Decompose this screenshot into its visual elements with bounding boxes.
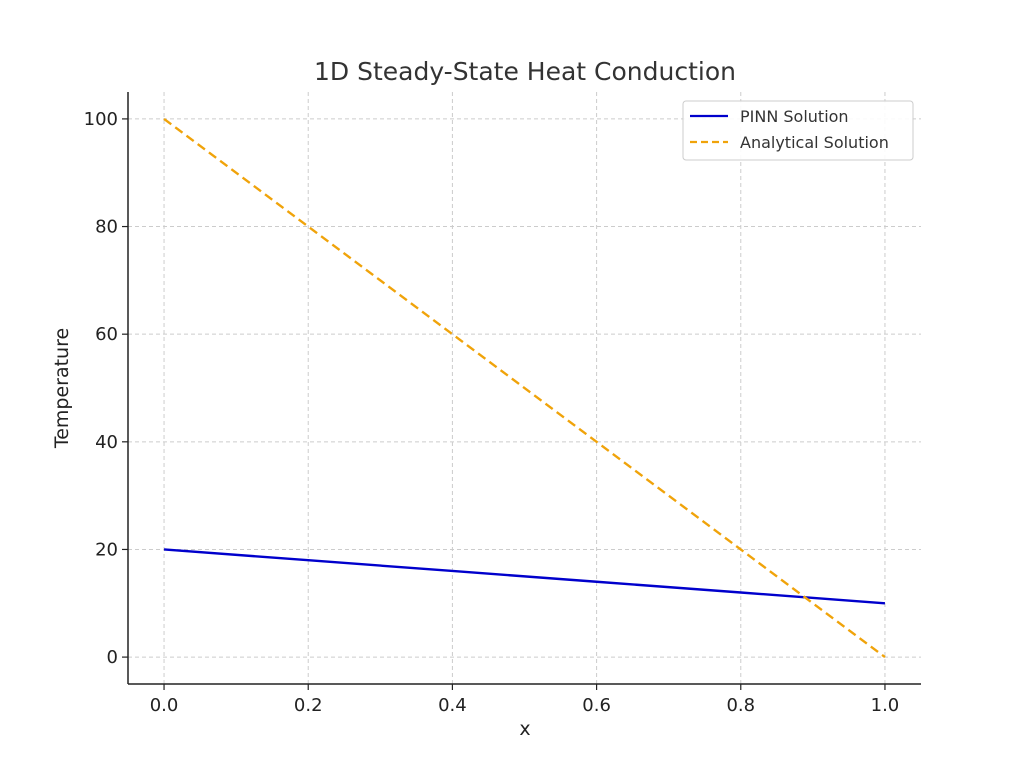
- x-tick-label: 0.6: [582, 695, 611, 716]
- legend: PINN Solution Analytical Solution: [682, 100, 914, 161]
- y-tick-label: 80: [95, 217, 118, 238]
- series-group: [163, 117, 886, 659]
- x-tick-label: 0.8: [726, 695, 755, 716]
- y-tick-label: 60: [95, 324, 118, 345]
- y-tick-label: 20: [95, 539, 118, 560]
- y-axis-label: Temperature: [51, 328, 73, 449]
- y-tick-label: 0: [107, 647, 118, 668]
- chart-title: 1D Steady-State Heat Conduction: [314, 57, 736, 86]
- legend-label-pinn: PINN Solution: [740, 107, 849, 126]
- legend-frame: [682, 100, 914, 161]
- tick-labels: 0.0 0.2 0.4 0.6 0.8 1.0 0 20 40 60 80 100: [84, 109, 900, 716]
- legend-label-analytical: Analytical Solution: [740, 133, 889, 152]
- x-tick-label: 0.4: [438, 695, 467, 716]
- x-axis-label: x: [519, 718, 530, 740]
- y-tick-label: 40: [95, 432, 118, 453]
- x-tick-label: 0.2: [294, 695, 323, 716]
- axes: [122, 92, 921, 690]
- series-line-analytical: [163, 117, 886, 659]
- x-tick-label: 0.0: [150, 695, 179, 716]
- y-tick-label: 100: [84, 109, 118, 130]
- series-line-pinn: [163, 548, 886, 605]
- x-tick-label: 1.0: [871, 695, 900, 716]
